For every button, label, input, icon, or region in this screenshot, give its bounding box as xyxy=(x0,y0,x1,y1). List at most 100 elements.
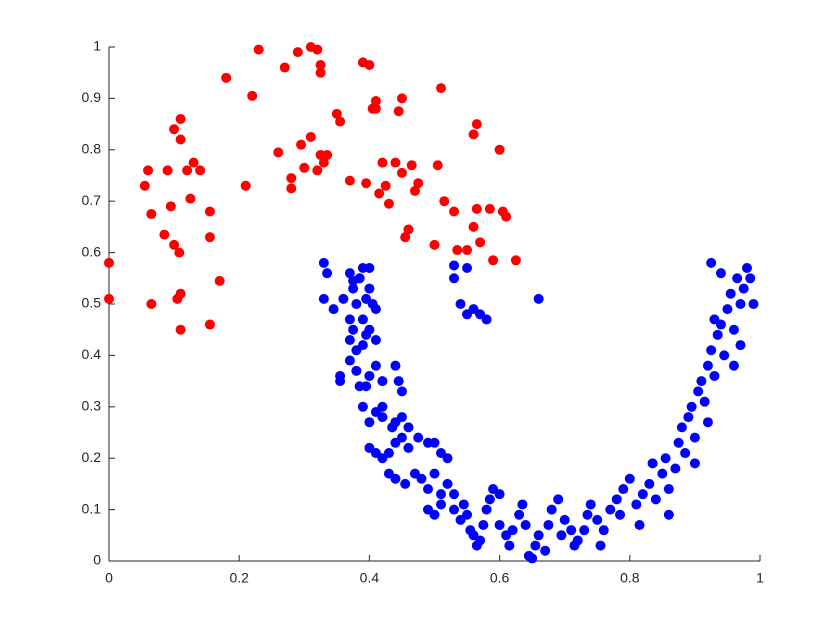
point xyxy=(403,422,414,433)
point xyxy=(396,386,407,397)
point xyxy=(312,165,323,176)
point xyxy=(104,257,114,268)
point xyxy=(449,273,460,284)
point xyxy=(462,263,473,274)
point xyxy=(344,334,355,345)
point xyxy=(361,178,372,189)
point xyxy=(745,273,756,284)
point xyxy=(689,432,700,443)
point xyxy=(429,468,440,479)
point xyxy=(686,401,697,412)
point xyxy=(370,304,381,315)
point xyxy=(331,108,342,119)
point xyxy=(403,442,414,453)
point xyxy=(247,90,258,101)
point xyxy=(357,401,368,412)
point xyxy=(722,304,733,315)
point xyxy=(436,83,447,94)
point xyxy=(494,489,505,500)
point xyxy=(357,340,368,351)
point xyxy=(143,165,154,176)
point xyxy=(663,484,674,495)
point xyxy=(396,167,407,178)
point xyxy=(403,224,414,235)
point xyxy=(709,314,720,325)
point xyxy=(475,237,486,248)
point xyxy=(348,324,359,335)
x-tick-label: 0.2 xyxy=(229,570,249,586)
point xyxy=(396,93,407,104)
point xyxy=(146,209,157,220)
point xyxy=(175,134,186,145)
point xyxy=(693,386,704,397)
point xyxy=(364,263,375,274)
point xyxy=(351,365,362,376)
point xyxy=(361,381,372,392)
point xyxy=(396,412,407,423)
point xyxy=(380,180,391,191)
y-tick-label: 0.5 xyxy=(82,295,102,311)
point xyxy=(169,239,180,250)
point xyxy=(748,299,759,309)
point xyxy=(315,59,326,70)
y-tick-label: 0.8 xyxy=(82,141,102,157)
point xyxy=(413,432,424,443)
point xyxy=(533,530,544,541)
point xyxy=(579,525,590,536)
point xyxy=(689,458,700,469)
point xyxy=(660,453,671,464)
point xyxy=(553,494,564,505)
x-tick-label: 0.6 xyxy=(490,570,510,586)
point xyxy=(312,44,323,55)
y-tick-label: 0 xyxy=(93,552,101,568)
point xyxy=(305,131,316,142)
point xyxy=(146,299,157,309)
y-tick-label: 0.6 xyxy=(82,243,102,259)
point xyxy=(631,499,642,510)
point xyxy=(273,147,284,158)
point xyxy=(436,489,447,500)
point xyxy=(670,463,681,474)
point xyxy=(709,370,720,381)
point xyxy=(510,255,521,266)
point xyxy=(393,106,404,117)
point xyxy=(618,484,629,495)
point xyxy=(370,360,381,371)
point xyxy=(468,129,479,140)
point xyxy=(175,113,186,124)
point xyxy=(728,324,739,335)
point xyxy=(637,489,648,500)
point xyxy=(527,553,538,564)
point xyxy=(458,499,469,510)
point xyxy=(182,165,193,176)
point xyxy=(517,499,528,510)
point xyxy=(494,520,505,531)
point xyxy=(462,509,473,520)
point xyxy=(221,72,232,83)
point xyxy=(432,160,443,171)
point xyxy=(471,119,482,130)
point xyxy=(292,47,303,58)
point xyxy=(162,165,173,176)
point xyxy=(462,245,473,256)
point xyxy=(400,232,411,243)
point xyxy=(644,478,655,489)
point xyxy=(501,211,512,222)
point xyxy=(484,203,495,214)
point xyxy=(139,180,150,191)
point xyxy=(195,165,206,176)
point xyxy=(533,293,544,304)
point xyxy=(572,535,583,546)
point xyxy=(338,293,349,304)
point xyxy=(370,95,381,106)
point xyxy=(494,144,505,155)
point xyxy=(286,183,297,194)
point xyxy=(452,245,463,256)
point xyxy=(315,67,326,78)
point xyxy=(699,396,710,407)
point xyxy=(449,489,460,500)
point xyxy=(738,283,749,294)
point xyxy=(318,257,329,268)
point xyxy=(436,499,447,510)
point xyxy=(732,273,743,284)
